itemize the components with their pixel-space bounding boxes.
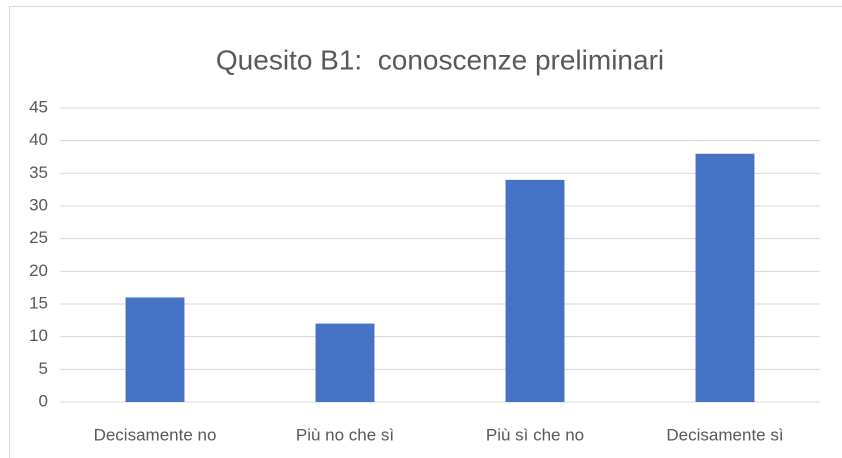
bar <box>315 323 375 402</box>
y-tick-label: 40 <box>29 130 48 149</box>
chart-title: Quesito B1: conoscenze preliminari <box>216 44 664 75</box>
chart-frame <box>9 6 842 458</box>
bar <box>695 153 755 402</box>
bar <box>125 297 185 402</box>
y-tick-label: 15 <box>29 293 48 312</box>
x-tick-label: Decisamente no <box>94 425 217 444</box>
x-tick-label: Decisamente sì <box>666 425 783 444</box>
y-tick-label: 25 <box>29 228 48 247</box>
y-tick-label: 35 <box>29 163 48 182</box>
y-tick-label: 10 <box>29 326 48 345</box>
y-tick-label: 0 <box>39 391 48 410</box>
x-tick-label: Più no che sì <box>296 425 394 444</box>
y-tick-label: 5 <box>39 359 48 378</box>
x-tick-label: Più sì che no <box>486 425 584 444</box>
bar <box>505 179 565 402</box>
y-tick-label: 20 <box>29 261 48 280</box>
y-tick-label: 45 <box>29 97 48 116</box>
y-tick-label: 30 <box>29 195 48 214</box>
